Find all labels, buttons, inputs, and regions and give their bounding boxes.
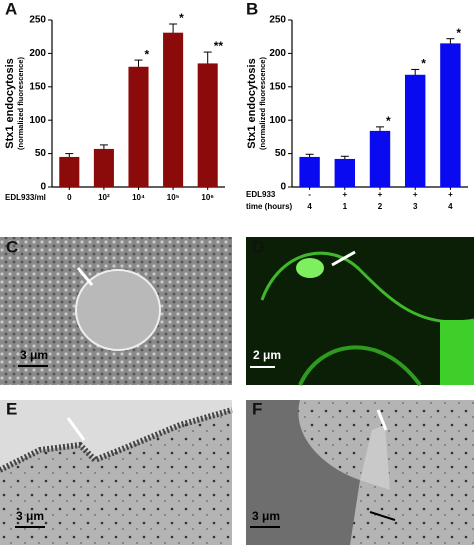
y-tick-label: 100 [29,115,46,126]
significance-mark: * [179,11,184,25]
x-tick-label: 10⁶ [201,193,214,202]
bar [163,32,184,187]
y-tick-label: 150 [269,81,286,92]
significance-mark: ** [214,39,224,53]
bar [369,130,391,187]
category-label: time (hours) [246,202,293,211]
y-tick-label: 50 [275,148,287,159]
y-tick-label: 200 [29,48,46,59]
bar [197,63,218,187]
y-axis-sublabel: (normalized fluorescence) [16,57,25,150]
x-tick-label: 10⁵ [167,193,180,202]
x-tick-label: 10² [98,193,110,202]
panel-label: F [252,399,262,418]
y-axis-sublabel: (normalized fluorescence) [258,57,267,150]
scale-bar-label: 3 μm [16,509,44,523]
micrograph-c [0,237,232,385]
row-label: EDL933/ml [5,193,46,202]
significance-mark: * [421,57,426,71]
bar [299,156,320,187]
row-value: + [448,190,453,199]
panel-label: C [6,237,18,256]
scale-bar-label: 2 μm [253,348,281,362]
bar [59,156,80,187]
micrograph-e [0,400,233,545]
bar [128,66,149,187]
y-tick-label: 50 [35,148,47,159]
x-tick-label: 0 [67,193,72,202]
panel-label: A [5,0,17,18]
row-value: + [378,190,383,199]
scale-bar-label: 3 μm [252,509,280,523]
panel-label: E [6,399,17,418]
y-tick-label: 0 [280,182,286,193]
y-tick-label: 200 [269,48,286,59]
y-tick-label: 250 [29,15,46,26]
x-tick-label: 4 [307,202,312,211]
y-tick-label: 250 [269,15,286,26]
significance-mark: * [456,26,461,40]
x-tick-label: 2 [378,202,383,211]
scale-bar-label: 3 μm [20,348,48,362]
significance-mark: * [145,47,150,61]
row-value: - [308,190,311,199]
y-tick-label: 0 [40,182,46,193]
row-label: EDL933 [246,190,276,199]
x-tick-label: 4 [448,202,453,211]
y-tick-label: 100 [269,115,286,126]
micrograph-f [246,400,474,545]
x-tick-label: 10⁴ [132,193,145,202]
panel-label: B [246,0,258,18]
micrograph-d [246,237,474,387]
row-value: + [342,190,347,199]
significance-mark: * [386,114,391,128]
bar [440,43,461,187]
row-value: + [413,190,418,199]
x-tick-label: 1 [343,202,348,211]
bar [404,74,426,187]
y-tick-label: 150 [29,81,46,92]
bar [93,148,114,187]
bar [334,158,356,187]
y-axis-label: Stx1 endocytosis [4,58,16,148]
y-axis-label: Stx1 endocytosis [246,58,258,148]
x-tick-label: 3 [413,202,418,211]
panel-label: D [252,237,264,256]
